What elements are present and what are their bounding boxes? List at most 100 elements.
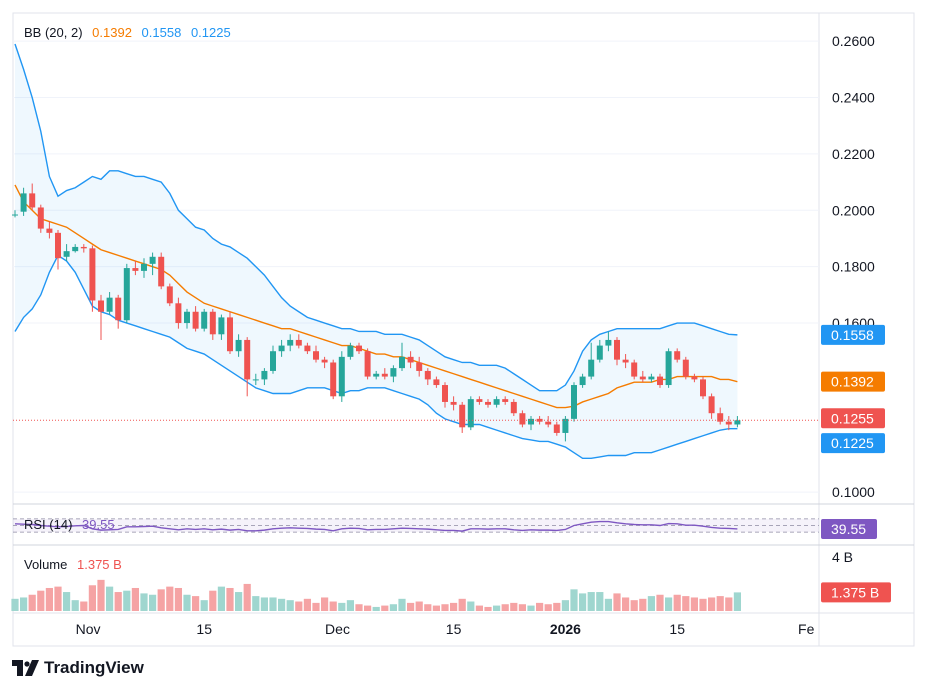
volume-bar xyxy=(149,594,157,611)
volume-bar xyxy=(355,604,363,611)
candle-body xyxy=(674,351,681,360)
candle-body xyxy=(304,345,311,352)
candle-body xyxy=(287,339,294,346)
badge-mid-band: 0.1392 xyxy=(831,374,874,390)
candle-body xyxy=(89,248,96,301)
volume-bar xyxy=(647,596,655,611)
volume-bar xyxy=(518,604,526,611)
candle-body xyxy=(37,207,44,229)
volume-bar xyxy=(510,602,518,611)
candle-body xyxy=(665,351,672,386)
volume-bar xyxy=(587,592,595,611)
volume-bar xyxy=(131,587,139,611)
volume-bar xyxy=(570,589,578,611)
bb-band-fill xyxy=(15,44,738,459)
candle-body xyxy=(373,373,380,377)
volume-bar xyxy=(381,605,389,611)
volume-bar xyxy=(88,585,96,611)
candle-body xyxy=(639,376,646,380)
volume-bar xyxy=(389,604,397,611)
candle-body xyxy=(381,373,388,377)
brand[interactable]: TradingView xyxy=(12,658,144,678)
volume-bar xyxy=(579,593,587,611)
candle-body xyxy=(149,256,156,264)
candle-body xyxy=(63,251,70,257)
candle-body xyxy=(347,345,354,357)
candle-body xyxy=(295,339,302,346)
time-tick-label: Fe xyxy=(798,621,815,637)
volume-bar xyxy=(639,598,647,611)
rsi-legend: RSI (14) 39.55 xyxy=(24,517,121,532)
candle-body xyxy=(528,418,534,425)
volume-bar xyxy=(97,579,105,611)
volume-bar xyxy=(561,600,569,611)
volume-bar xyxy=(364,605,372,611)
badge-last-price: 0.1255 xyxy=(831,410,874,426)
candle-body xyxy=(734,420,741,425)
volume-bar xyxy=(166,586,174,611)
candle-body xyxy=(141,263,147,271)
candle-body xyxy=(321,359,328,363)
candle-body xyxy=(235,339,242,352)
badge-upper-band: 0.1558 xyxy=(831,327,874,343)
rsi-legend-value: 39.55 xyxy=(82,517,115,532)
candle-body xyxy=(588,359,595,377)
volume-bar xyxy=(37,590,45,611)
price-tick-label: 0.2400 xyxy=(832,90,875,106)
volume-bar xyxy=(192,596,200,611)
volume-bar xyxy=(613,593,621,611)
volume-bar xyxy=(673,594,681,611)
candle-body xyxy=(278,345,285,352)
candle-body xyxy=(12,214,18,216)
time-tick-label: Nov xyxy=(76,621,101,637)
candle-body xyxy=(596,345,603,360)
time-tick-label: 15 xyxy=(196,621,212,637)
volume-bar xyxy=(441,604,449,611)
candle-body xyxy=(657,376,663,386)
volume-bar xyxy=(114,592,122,611)
volume-bar xyxy=(243,583,251,611)
candle-body xyxy=(330,362,337,397)
volume-bar xyxy=(733,592,741,611)
badge-rsi-bg xyxy=(821,518,877,539)
volume-bar xyxy=(106,586,114,611)
candle-body xyxy=(115,297,122,321)
volume-bar xyxy=(303,598,311,611)
volume-bar xyxy=(415,601,423,611)
volume-bar xyxy=(458,598,466,611)
volume-bar xyxy=(544,604,552,611)
candle-body xyxy=(80,246,87,249)
bb-label: BB (20, 2) xyxy=(24,25,83,40)
volume-bar xyxy=(28,594,36,611)
candle-body xyxy=(700,379,706,397)
volume-bar xyxy=(424,604,432,611)
candle-body xyxy=(356,345,362,352)
rsi-label: RSI (14) xyxy=(24,517,73,532)
candle-body xyxy=(682,359,689,377)
volume-bar xyxy=(183,594,191,611)
bb-mid-line xyxy=(14,184,738,409)
bb-upper-line xyxy=(14,43,738,392)
candle-body xyxy=(218,317,225,335)
candle-body xyxy=(209,311,216,335)
badge-lower-band-bg xyxy=(821,433,885,454)
volume-bar xyxy=(269,597,277,611)
candle-body xyxy=(579,376,586,386)
volume-axis-label: 4 B xyxy=(832,549,853,565)
candle-body xyxy=(536,418,543,422)
candle-body xyxy=(476,399,483,402)
volume-bar xyxy=(200,600,208,611)
volume-bar xyxy=(553,602,561,611)
candle-body xyxy=(691,376,698,380)
volume-bar xyxy=(312,602,320,611)
candle-body xyxy=(175,303,182,324)
volume-legend-value: 1.375 B xyxy=(77,557,122,572)
candle-body xyxy=(510,401,517,414)
candle-body xyxy=(485,401,491,405)
candle-body xyxy=(270,351,276,371)
volume-bar xyxy=(157,589,165,611)
candle-body xyxy=(450,401,457,405)
volume-bar xyxy=(209,590,217,611)
